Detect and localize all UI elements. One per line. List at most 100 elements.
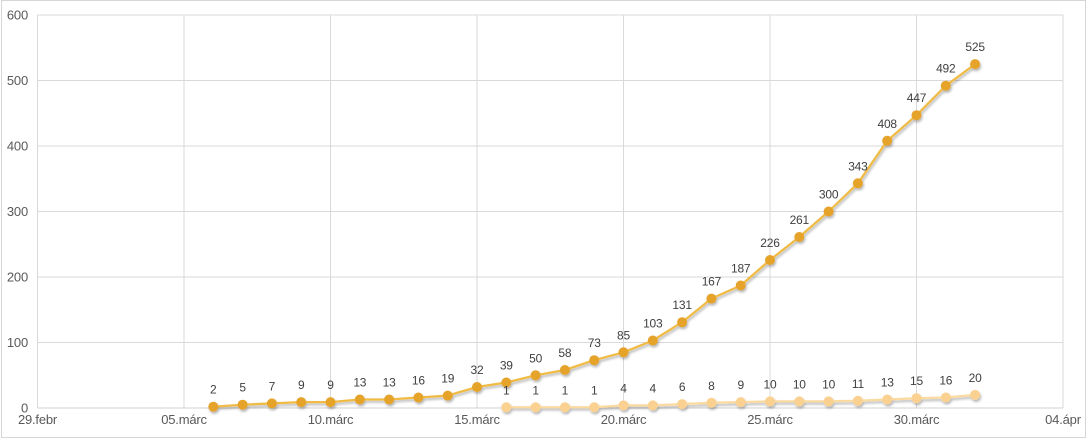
data-point-marker [559,365,570,375]
data-point-marker [794,232,805,242]
data-point-marker [589,402,600,413]
data-point-marker [647,400,658,411]
y-axis-tick-label: 600 [7,8,28,23]
x-axis-tick-label: 05.márc [161,412,207,427]
data-point-marker [735,280,746,291]
data-point-label: 408 [877,117,897,131]
data-point-marker [940,392,951,403]
series-labels-lower-series: 1 1 1 1 4 4 6 8 9 10 10 10 11 13 15 16 20 [503,371,982,397]
data-point-marker [735,397,746,408]
data-point-label: 226 [760,236,780,250]
y-axis-tick-label: 200 [7,270,28,285]
series-upper-series [208,59,981,412]
data-point-label: 9 [327,378,334,392]
data-point-label: 50 [529,351,542,365]
data-point-marker [325,397,336,408]
y-axis-tick-label: 400 [7,139,28,154]
data-point-label: 7 [269,379,276,393]
data-point-label: 10 [822,377,835,391]
data-point-label: 32 [471,363,484,377]
x-axis-tick-label: 29.febr [18,412,58,427]
data-point-marker [970,389,981,400]
data-point-marker [706,397,717,408]
data-point-label: 39 [500,359,513,373]
data-point-label: 1 [591,383,598,397]
data-point-label: 131 [672,298,692,312]
data-point-marker [852,395,863,406]
data-point-label: 13 [383,376,396,390]
data-point-label: 20 [969,371,982,385]
y-axis-tick-label: 300 [7,204,28,219]
data-point-marker [823,206,834,217]
data-point-label: 492 [936,62,956,76]
data-point-label: 15 [910,374,923,388]
x-axis-tick-label: 30.márc [894,412,940,427]
data-point-marker [589,355,600,366]
data-point-marker [530,370,541,381]
data-point-label: 1 [503,383,510,397]
data-point-marker [970,59,981,70]
data-point-marker [354,394,365,405]
data-point-marker [911,110,922,121]
data-point-label: 11 [852,377,865,391]
y-axis-tick-label: 500 [7,73,28,88]
x-axis-tick-label: 10.márc [308,412,354,427]
data-point-marker [208,401,219,412]
data-point-marker [852,178,863,189]
data-point-label: 4 [650,381,657,395]
data-point-label: 13 [353,376,366,390]
data-point-marker [794,396,805,407]
data-point-label: 1 [532,383,539,397]
data-point-marker [266,398,277,409]
data-point-marker [677,317,688,328]
y-axis-tick-label: 100 [7,335,28,350]
data-point-label: 85 [617,328,630,342]
data-point-label: 16 [412,374,425,388]
data-point-label: 9 [298,378,305,392]
data-point-marker [559,402,570,413]
data-point-label: 9 [737,378,744,392]
data-point-marker [618,347,629,358]
data-point-marker [501,402,512,413]
data-point-label: 447 [907,91,927,105]
data-point-marker [940,80,951,91]
data-point-marker [823,396,834,407]
data-point-label: 13 [881,376,894,390]
data-point-marker [530,402,541,413]
data-point-label: 10 [793,377,806,391]
data-point-marker [442,390,453,401]
x-axis-tick-label: 20.márc [601,412,647,427]
data-point-marker [765,396,775,407]
data-point-marker [413,392,424,403]
data-point-label: 8 [708,379,715,393]
data-point-label: 2 [210,383,217,397]
y-axis-tick-label: 0 [21,401,28,416]
data-point-marker [384,394,395,405]
data-point-label: 10 [764,377,777,391]
x-axis-tick-label: 04.ápr [1045,412,1082,427]
data-point-marker [472,382,482,392]
data-point-label: 6 [679,380,686,394]
data-point-marker [677,399,688,410]
data-point-label: 300 [819,188,839,202]
data-point-label: 19 [441,372,454,386]
x-axis-tick-label: 15.márc [454,412,500,427]
data-point-label: 1 [562,383,569,397]
x-axis-tick-label: 25.márc [747,412,793,427]
data-point-marker [765,255,775,265]
data-point-label: 167 [702,275,722,289]
data-point-label: 5 [239,381,246,395]
data-point-label: 16 [939,374,952,388]
data-point-label: 73 [588,336,601,350]
data-point-label: 4 [620,381,627,395]
data-point-marker [911,393,922,404]
data-point-label: 103 [643,317,663,331]
data-point-label: 261 [790,213,810,227]
data-point-label: 187 [731,262,751,276]
series-lower-series [501,389,981,413]
data-point-marker [501,377,512,388]
